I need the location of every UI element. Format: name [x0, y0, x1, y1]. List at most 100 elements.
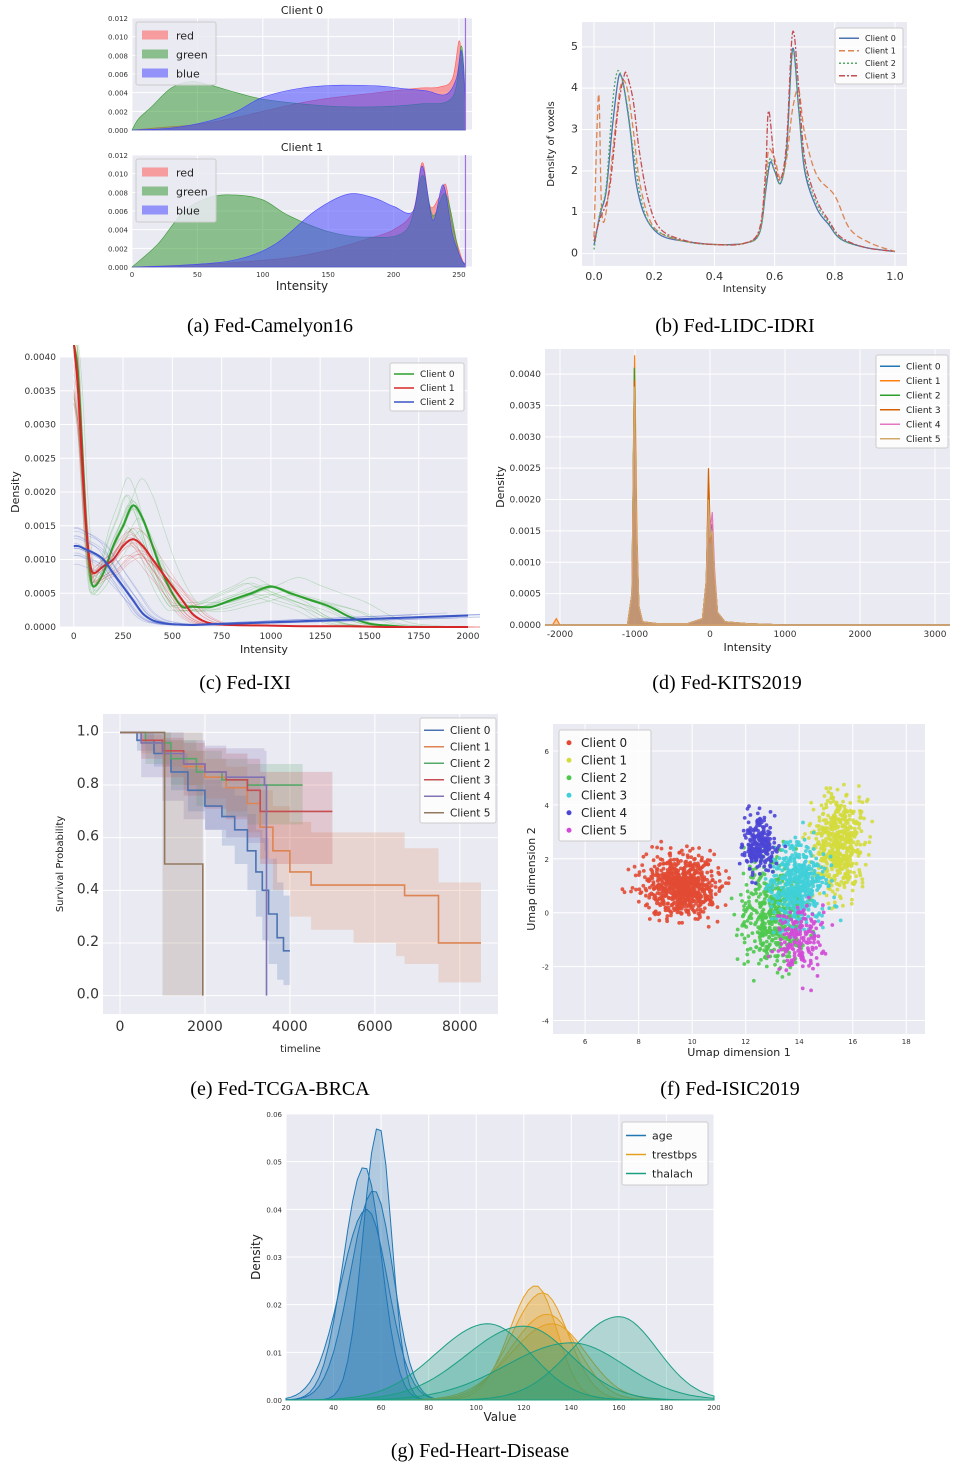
scatter-point [655, 855, 660, 859]
scatter-point [759, 915, 764, 920]
scatter-point [787, 972, 791, 976]
scatter-point [772, 836, 777, 841]
density-line-Client-2 [73, 544, 469, 627]
scatter-point [776, 914, 780, 918]
scatter-point [690, 846, 695, 851]
scatter-point [809, 800, 813, 805]
scatter-point [780, 868, 785, 873]
x-tick-label: 200 [387, 271, 400, 279]
scatter-point [671, 880, 675, 885]
scatter-point [799, 885, 804, 890]
legend-label: blue [176, 67, 200, 80]
legend-label: thalach [652, 1167, 693, 1180]
scatter-point [795, 920, 799, 925]
scatter-point [867, 840, 872, 845]
scatter-point [663, 908, 668, 913]
x-tick-label: 1500 [358, 632, 381, 642]
scatter-point [786, 918, 791, 923]
scatter-point [693, 856, 697, 861]
scatter-point [803, 886, 808, 890]
scatter-point [685, 892, 689, 897]
y-tick-label: 4 [571, 81, 578, 94]
scatter-point [692, 888, 697, 893]
scatter-point [691, 894, 696, 899]
scatter-point [814, 946, 818, 950]
scatter-point [842, 782, 846, 787]
scatter-point [745, 889, 750, 894]
scatter-point [697, 846, 701, 850]
scatter-point [684, 859, 688, 864]
scatter-point [816, 934, 821, 939]
scatter-point [852, 870, 856, 875]
x-tick-label: 1000 [774, 630, 797, 640]
scatter-point [857, 870, 862, 875]
scatter-point [819, 846, 823, 851]
y-axis-label: Survival Probability [55, 816, 66, 912]
scatter-point [691, 898, 696, 903]
scatter-point [675, 893, 680, 898]
scatter-point [705, 894, 710, 899]
scatter-point [848, 855, 852, 860]
scatter-point [843, 880, 847, 885]
y-tick-label: 0.006 [108, 71, 129, 79]
scatter-point [786, 858, 791, 863]
scatter-point [840, 866, 845, 870]
scatter-point [681, 852, 685, 857]
scatter-point [683, 862, 688, 867]
x-tick-label: 150 [321, 271, 334, 279]
scatter-point [800, 954, 804, 959]
scatter-point [819, 833, 824, 838]
scatter-point [829, 791, 834, 796]
scatter-point [775, 846, 780, 851]
scatter-point [796, 909, 801, 914]
y-axis-label: Umap dimension 2 [525, 827, 538, 930]
x-tick-label: 0 [71, 632, 77, 642]
y-tick-label: 0.4 [77, 881, 99, 897]
scatter-point [859, 829, 864, 834]
scatter-point [751, 978, 756, 983]
scatter-point [649, 874, 654, 879]
scatter-point [845, 876, 850, 880]
scatter-point [637, 873, 641, 877]
scatter-point [669, 910, 674, 915]
scatter-point [850, 888, 855, 893]
y-tick-label: 6 [545, 748, 550, 756]
scatter-point [777, 967, 782, 971]
scatter-point [647, 885, 652, 890]
scatter-point [661, 898, 666, 903]
x-tick-label: 3000 [924, 630, 947, 640]
scatter-point [838, 812, 843, 817]
scatter-point [674, 862, 679, 867]
legend-label: Client 3 [581, 788, 627, 802]
scatter-point [760, 921, 765, 926]
scatter-point [846, 831, 851, 836]
scatter-point [831, 799, 836, 803]
y-tick-label: 0.0025 [25, 454, 57, 464]
scatter-point [841, 799, 845, 804]
scatter-point [781, 856, 786, 861]
scatter-point [850, 851, 854, 855]
scatter-point [768, 928, 773, 933]
scatter-point [798, 946, 802, 951]
scatter-point [865, 797, 870, 802]
scatter-point [844, 809, 848, 814]
scatter-point [688, 849, 692, 853]
scatter-point [783, 920, 788, 924]
scatter-point [677, 906, 681, 911]
scatter-point [781, 914, 786, 918]
scatter-point [803, 883, 807, 888]
scatter-point [854, 842, 859, 847]
scatter-point [806, 914, 811, 919]
scatter-point [761, 849, 765, 853]
scatter-point [793, 878, 798, 883]
scatter-point [786, 922, 790, 926]
x-tick-label: 1000 [259, 632, 282, 642]
scatter-point [821, 806, 826, 811]
scatter-point [706, 924, 711, 929]
scatter-point [843, 825, 848, 830]
x-tick-label: 1.0 [886, 270, 904, 283]
scatter-point [734, 933, 739, 938]
y-tick-label: 0.0005 [510, 590, 542, 600]
scatter-point [770, 850, 775, 855]
scatter-point [798, 874, 803, 879]
